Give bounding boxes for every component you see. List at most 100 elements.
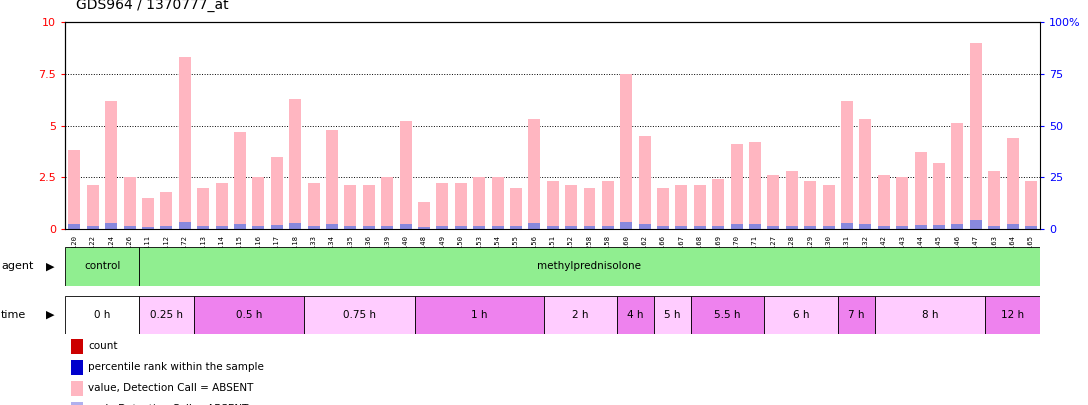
Bar: [234, 132, 246, 229]
Text: ▶: ▶: [46, 261, 54, 271]
Bar: [87, 185, 99, 229]
Bar: [915, 152, 927, 229]
Bar: [764, 296, 838, 334]
Text: agent: agent: [1, 261, 34, 271]
Bar: [271, 225, 283, 229]
Bar: [875, 296, 985, 334]
Bar: [620, 74, 632, 229]
Bar: [178, 58, 190, 229]
Bar: [713, 179, 725, 229]
Bar: [345, 226, 357, 229]
Bar: [510, 226, 522, 229]
Bar: [197, 188, 209, 229]
Text: 0.5 h: 0.5 h: [236, 310, 262, 320]
Bar: [197, 226, 209, 229]
Text: count: count: [88, 341, 118, 351]
Bar: [492, 226, 504, 229]
Text: 8 h: 8 h: [922, 310, 938, 320]
Bar: [455, 183, 467, 229]
Bar: [194, 296, 305, 334]
Bar: [326, 130, 338, 229]
Bar: [69, 224, 81, 229]
Bar: [731, 224, 743, 229]
Bar: [529, 223, 541, 229]
Bar: [969, 43, 981, 229]
Text: 6 h: 6 h: [793, 310, 809, 320]
Bar: [786, 171, 798, 229]
Text: 5 h: 5 h: [664, 310, 680, 320]
Text: 4 h: 4 h: [627, 310, 644, 320]
Bar: [415, 296, 544, 334]
Bar: [492, 177, 504, 229]
Bar: [804, 181, 816, 229]
Bar: [694, 226, 706, 229]
Bar: [252, 226, 264, 229]
Bar: [362, 185, 374, 229]
Bar: [749, 142, 761, 229]
Text: 12 h: 12 h: [1001, 310, 1024, 320]
Bar: [951, 224, 963, 229]
Bar: [143, 227, 154, 229]
Bar: [234, 224, 246, 229]
Bar: [160, 192, 172, 229]
Bar: [529, 119, 541, 229]
Bar: [418, 227, 430, 229]
Bar: [676, 226, 688, 229]
Bar: [106, 223, 118, 229]
Bar: [969, 220, 981, 229]
Text: 0.75 h: 0.75 h: [343, 310, 376, 320]
Bar: [897, 226, 908, 229]
Bar: [639, 224, 651, 229]
Bar: [823, 226, 834, 229]
Bar: [381, 177, 393, 229]
Text: 1 h: 1 h: [471, 310, 487, 320]
Bar: [583, 226, 595, 229]
Bar: [897, 177, 908, 229]
Bar: [544, 296, 617, 334]
Bar: [381, 226, 393, 229]
Bar: [617, 296, 654, 334]
Bar: [473, 177, 485, 229]
Bar: [657, 188, 669, 229]
Bar: [583, 188, 595, 229]
Bar: [473, 226, 485, 229]
Bar: [215, 183, 227, 229]
Bar: [124, 177, 136, 229]
Bar: [326, 224, 338, 229]
Bar: [399, 122, 411, 229]
Bar: [436, 226, 448, 229]
Bar: [749, 224, 761, 229]
Bar: [860, 224, 871, 229]
Bar: [308, 183, 320, 229]
Bar: [399, 224, 411, 229]
Bar: [178, 222, 190, 229]
Text: percentile rank within the sample: percentile rank within the sample: [88, 362, 264, 372]
Bar: [345, 185, 357, 229]
Bar: [934, 163, 945, 229]
Bar: [838, 296, 875, 334]
Bar: [676, 185, 688, 229]
Text: 2 h: 2 h: [572, 310, 589, 320]
Bar: [602, 181, 614, 229]
Bar: [767, 226, 779, 229]
Bar: [731, 144, 743, 229]
Bar: [654, 296, 691, 334]
Bar: [65, 247, 139, 286]
Bar: [289, 223, 301, 229]
Bar: [639, 136, 651, 229]
Bar: [106, 101, 118, 229]
Bar: [271, 156, 283, 229]
Bar: [841, 223, 853, 229]
Bar: [160, 226, 172, 229]
Bar: [841, 101, 853, 229]
Bar: [436, 183, 448, 229]
Bar: [878, 226, 890, 229]
Bar: [657, 226, 669, 229]
Bar: [565, 226, 577, 229]
Bar: [252, 177, 264, 229]
Bar: [1025, 226, 1037, 229]
Bar: [694, 185, 706, 229]
Bar: [455, 226, 467, 229]
Bar: [565, 185, 577, 229]
Bar: [860, 119, 871, 229]
